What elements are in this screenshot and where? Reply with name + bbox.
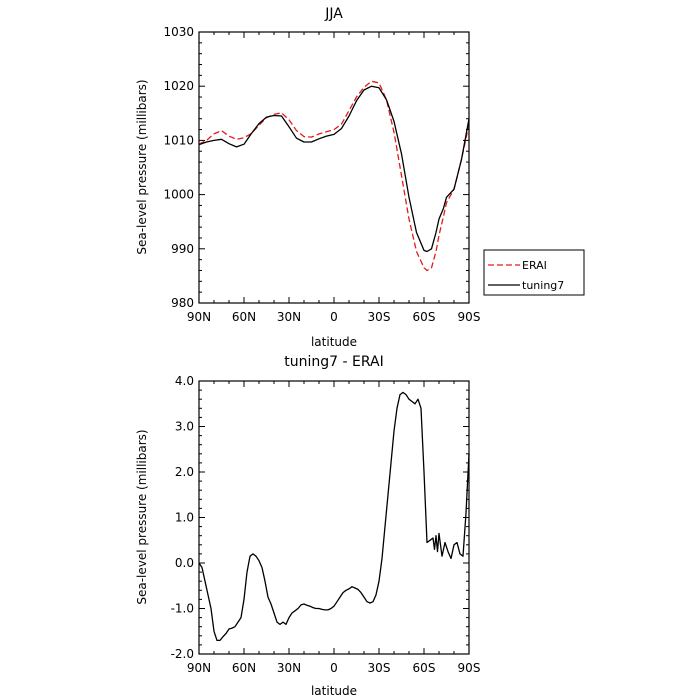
x-tick-label: 30S [368, 661, 391, 675]
y-tick-label: 0.0 [175, 556, 194, 570]
panel-difference: tuning7 - ERAI 90N 60N 30N 0 30S 60S 90S -2.0 -1… [135, 354, 480, 698]
y-tick-label: -1.0 [171, 602, 194, 616]
y-tick-label: 1.0 [175, 511, 194, 525]
series-line-tuning7 [198, 85, 470, 253]
y-tick-label: 1000 [163, 188, 194, 202]
plot-frame [198, 31, 470, 304]
x-tick-label: 30N [277, 310, 301, 324]
series-layer [198, 391, 470, 642]
series-line-difference [198, 391, 470, 642]
plot-frame [198, 380, 470, 655]
x-tick-label: 30S [368, 310, 391, 324]
series-layer [198, 80, 470, 272]
y-tick-label: 1010 [163, 133, 194, 147]
x-tick-label: 60N [232, 661, 256, 675]
y-tick-label: 3.0 [175, 420, 194, 434]
y-tick-label: 990 [171, 242, 194, 256]
x-tick-label: 30N [277, 661, 301, 675]
legend-label-tuning7: tuning7 [522, 279, 564, 292]
y-tick-label: 1020 [163, 79, 194, 93]
legend-label-erai: ERAI [522, 259, 547, 272]
chart-title: JJA [324, 6, 343, 22]
x-tick-label: 0 [330, 310, 338, 324]
x-tick-label: 60N [232, 310, 256, 324]
y-axis-label: Sea-level pressure (millibars) [135, 429, 149, 604]
y-tick-label: 2.0 [175, 465, 194, 479]
x-tick-label: 90S [458, 661, 481, 675]
y-tick-label: 4.0 [175, 374, 194, 388]
y-axis-label: Sea-level pressure (millibars) [135, 79, 149, 254]
y-tick-label: -2.0 [171, 647, 194, 661]
series-line-erai [198, 80, 470, 272]
chart-title: tuning7 - ERAI [284, 354, 383, 370]
legend-box [483, 249, 585, 296]
x-tick-label: 90N [187, 661, 211, 675]
x-tick-label: 60S [413, 310, 436, 324]
x-tick-label: 90S [458, 310, 481, 324]
legend: ERAI tuning7 [483, 249, 585, 296]
x-axis-label: latitude [311, 335, 357, 349]
y-tick-label: 1030 [163, 25, 194, 39]
tick-layer: 90N 60N 30N 0 30S 60S 90S 980 990 1000 1010 1020 103… [163, 25, 480, 324]
x-axis-label: latitude [311, 684, 357, 698]
x-tick-label: 0 [330, 661, 338, 675]
x-tick-label: 90N [187, 310, 211, 324]
y-tick-label: 980 [171, 296, 194, 310]
tick-layer: 90N 60N 30N 0 30S 60S 90S -2.0 -1.0 0.0 1.0 2.0 3.0 4… [171, 374, 481, 675]
x-tick-label: 60S [413, 661, 436, 675]
panel-jja: JJA 90N 60N 30N 0 30S 60S 90S 980 990 1000 1010 102… [135, 6, 585, 349]
